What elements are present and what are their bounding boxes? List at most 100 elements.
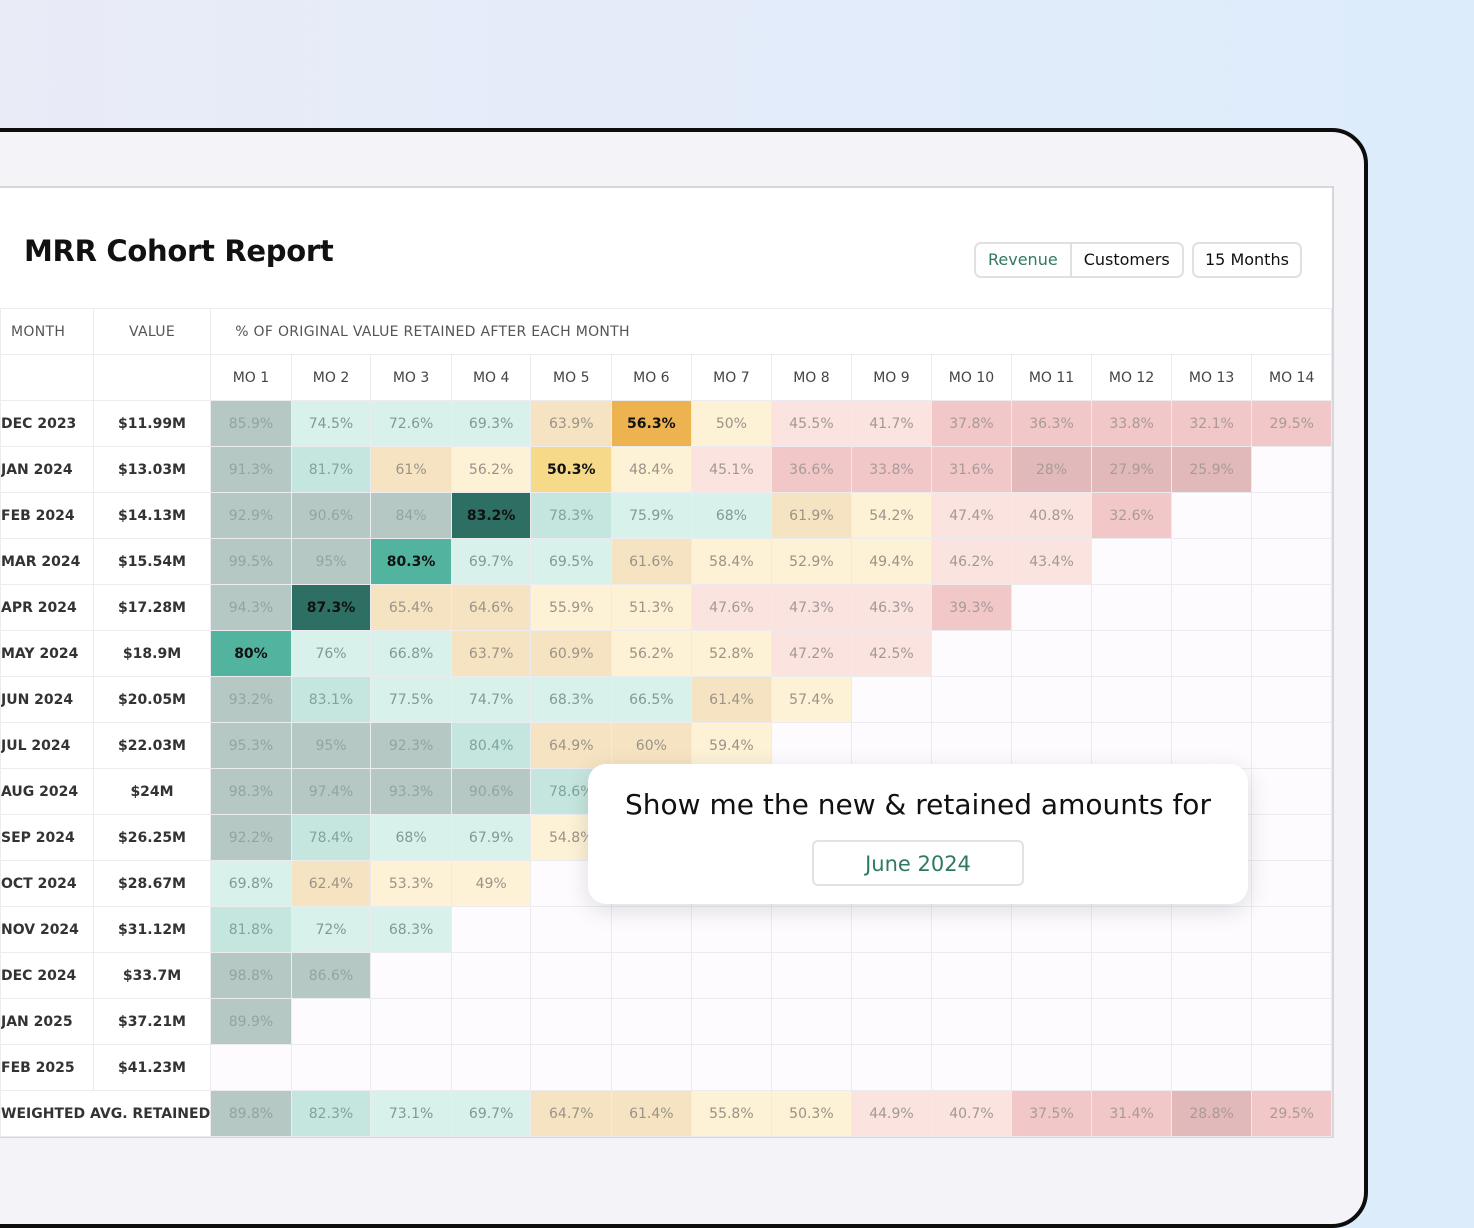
retention-cell[interactable]: 59.4% (690, 722, 773, 769)
retention-cell[interactable]: 68.3% (370, 906, 452, 953)
retention-cell[interactable]: 93.3% (370, 768, 452, 815)
retention-cell[interactable]: 67.9% (450, 814, 532, 861)
retention-cell[interactable]: 48.4% (611, 446, 692, 493)
retention-cell[interactable]: 40.8% (1010, 492, 1093, 539)
retention-cell[interactable]: 45.1% (690, 446, 773, 493)
retention-cell[interactable]: 56.3% (611, 400, 692, 447)
retention-cell[interactable]: 81.8% (210, 906, 292, 953)
retention-cell[interactable]: 99.5% (210, 538, 292, 585)
table-row[interactable]: JUN 2024 $20.05M 93.2% 83.1% 77.5% 74.7% 68.3%… (0, 676, 1332, 723)
table-row[interactable]: DEC 2023 $11.99M 85.9% 74.5% 72.6% 69.3% 63.9%… (0, 400, 1332, 447)
retention-cell[interactable]: 61.9% (771, 492, 852, 539)
retention-cell[interactable]: 28% (1010, 446, 1093, 493)
retention-cell[interactable]: 86.6% (290, 952, 372, 999)
retention-cell[interactable]: 90.6% (450, 768, 532, 815)
retention-cell[interactable]: 61% (370, 446, 452, 493)
retention-cell[interactable]: 69.7% (450, 538, 532, 585)
table-row[interactable]: DEC 2024 $33.7M 98.8% 86.6% (0, 952, 1332, 999)
retention-cell[interactable]: 87.3% (290, 584, 372, 631)
retention-cell[interactable]: 50% (690, 400, 773, 447)
table-row[interactable]: FEB 2024 $14.13M 92.9% 90.6% 84% 83.2% 78.3% 75… (0, 492, 1332, 539)
retention-cell[interactable]: 52.8% (690, 630, 773, 677)
retention-cell[interactable]: 47.4% (931, 492, 1012, 539)
retention-cell[interactable]: 65.4% (370, 584, 452, 631)
retention-cell[interactable]: 47.2% (771, 630, 852, 677)
retention-cell[interactable]: 81.7% (290, 446, 372, 493)
retention-cell[interactable]: 36.6% (771, 446, 852, 493)
retention-cell[interactable]: 90.6% (290, 492, 372, 539)
retention-cell[interactable]: 29.5% (1251, 400, 1332, 447)
retention-cell[interactable]: 80.4% (450, 722, 532, 769)
retention-cell[interactable]: 51.3% (611, 584, 692, 631)
retention-cell[interactable]: 83.2% (450, 492, 532, 539)
table-row[interactable]: JAN 2024 $13.03M 91.3% 81.7% 61% 56.2% 50.3% 48… (0, 446, 1332, 493)
table-row[interactable]: JAN 2025 $37.21M 89.9% (0, 998, 1332, 1045)
table-row[interactable]: NOV 2024 $31.12M 81.8% 72% 68.3% (0, 906, 1332, 953)
retention-cell[interactable]: 43.4% (1010, 538, 1093, 585)
retention-cell[interactable]: 74.5% (290, 400, 372, 447)
retention-cell[interactable]: 77.5% (370, 676, 452, 723)
retention-cell[interactable]: 47.6% (690, 584, 773, 631)
retention-cell[interactable]: 60.9% (530, 630, 613, 677)
retention-cell[interactable]: 74.7% (450, 676, 532, 723)
table-row[interactable]: MAR 2024 $15.54M 99.5% 95% 80.3% 69.7% 69.5% 61… (0, 538, 1332, 585)
retention-cell[interactable]: 66.8% (370, 630, 452, 677)
retention-cell[interactable]: 56.2% (450, 446, 532, 493)
retention-cell[interactable]: 68.3% (530, 676, 613, 723)
retention-cell[interactable]: 78.4% (290, 814, 372, 861)
retention-cell[interactable]: 36.3% (1010, 400, 1093, 447)
retention-cell[interactable]: 91.3% (210, 446, 292, 493)
retention-cell[interactable]: 69.8% (210, 860, 292, 907)
retention-cell[interactable]: 50.3% (530, 446, 613, 493)
retention-cell[interactable]: 33.8% (850, 446, 933, 493)
retention-cell[interactable]: 39.3% (931, 584, 1012, 631)
retention-cell[interactable]: 58.4% (690, 538, 773, 585)
retention-cell[interactable]: 68% (690, 492, 773, 539)
retention-cell[interactable]: 41.7% (850, 400, 933, 447)
retention-cell[interactable]: 37.8% (931, 400, 1012, 447)
retention-cell[interactable]: 56.2% (611, 630, 692, 677)
retention-cell[interactable]: 61.6% (611, 538, 692, 585)
retention-cell[interactable]: 27.9% (1091, 446, 1172, 493)
retention-cell[interactable]: 53.3% (370, 860, 452, 907)
retention-cell[interactable]: 95.3% (210, 722, 292, 769)
retention-cell[interactable]: 85.9% (210, 400, 292, 447)
table-row[interactable]: MAY 2024 $18.9M 80% 76% 66.8% 63.7% 60.9% 56.2%… (0, 630, 1332, 677)
retention-cell[interactable]: 89.9% (210, 998, 292, 1045)
retention-cell[interactable]: 62.4% (290, 860, 372, 907)
retention-cell[interactable]: 94.3% (210, 584, 292, 631)
retention-cell[interactable]: 46.3% (850, 584, 933, 631)
table-row[interactable]: APR 2024 $17.28M 94.3% 87.3% 65.4% 64.6% 55.9%… (0, 584, 1332, 631)
retention-cell[interactable]: 52.9% (771, 538, 852, 585)
retention-cell[interactable]: 63.9% (530, 400, 613, 447)
retention-cell[interactable]: 55.9% (530, 584, 613, 631)
retention-cell[interactable]: 49.4% (850, 538, 933, 585)
retention-cell[interactable]: 78.3% (530, 492, 613, 539)
retention-cell[interactable]: 69.3% (450, 400, 532, 447)
retention-cell[interactable]: 63.7% (450, 630, 532, 677)
retention-cell[interactable]: 32.6% (1091, 492, 1172, 539)
retention-cell[interactable]: 83.1% (290, 676, 372, 723)
retention-cell[interactable]: 31.6% (931, 446, 1012, 493)
retention-cell[interactable]: 84% (370, 492, 452, 539)
retention-cell[interactable]: 75.9% (611, 492, 692, 539)
retention-cell[interactable]: 68% (370, 814, 452, 861)
retention-cell[interactable]: 60% (611, 722, 692, 769)
retention-cell[interactable]: 49% (450, 860, 532, 907)
retention-cell[interactable]: 64.9% (530, 722, 613, 769)
retention-cell[interactable]: 69.5% (530, 538, 613, 585)
cohort-month-select-button[interactable]: June 2024 (812, 840, 1024, 886)
retention-cell[interactable]: 80% (210, 630, 292, 677)
retention-cell[interactable]: 25.9% (1170, 446, 1253, 493)
retention-cell[interactable]: 92.2% (210, 814, 292, 861)
retention-cell[interactable]: 54.2% (850, 492, 933, 539)
retention-cell[interactable]: 57.4% (771, 676, 852, 723)
retention-cell[interactable]: 46.2% (931, 538, 1012, 585)
retention-cell[interactable]: 42.5% (850, 630, 933, 677)
retention-cell[interactable]: 95% (290, 722, 372, 769)
retention-cell[interactable]: 93.2% (210, 676, 292, 723)
retention-cell[interactable]: 45.5% (771, 400, 852, 447)
retention-cell[interactable]: 47.3% (771, 584, 852, 631)
retention-cell[interactable]: 64.6% (450, 584, 532, 631)
months-range-button[interactable]: 15 Months (1192, 242, 1302, 278)
